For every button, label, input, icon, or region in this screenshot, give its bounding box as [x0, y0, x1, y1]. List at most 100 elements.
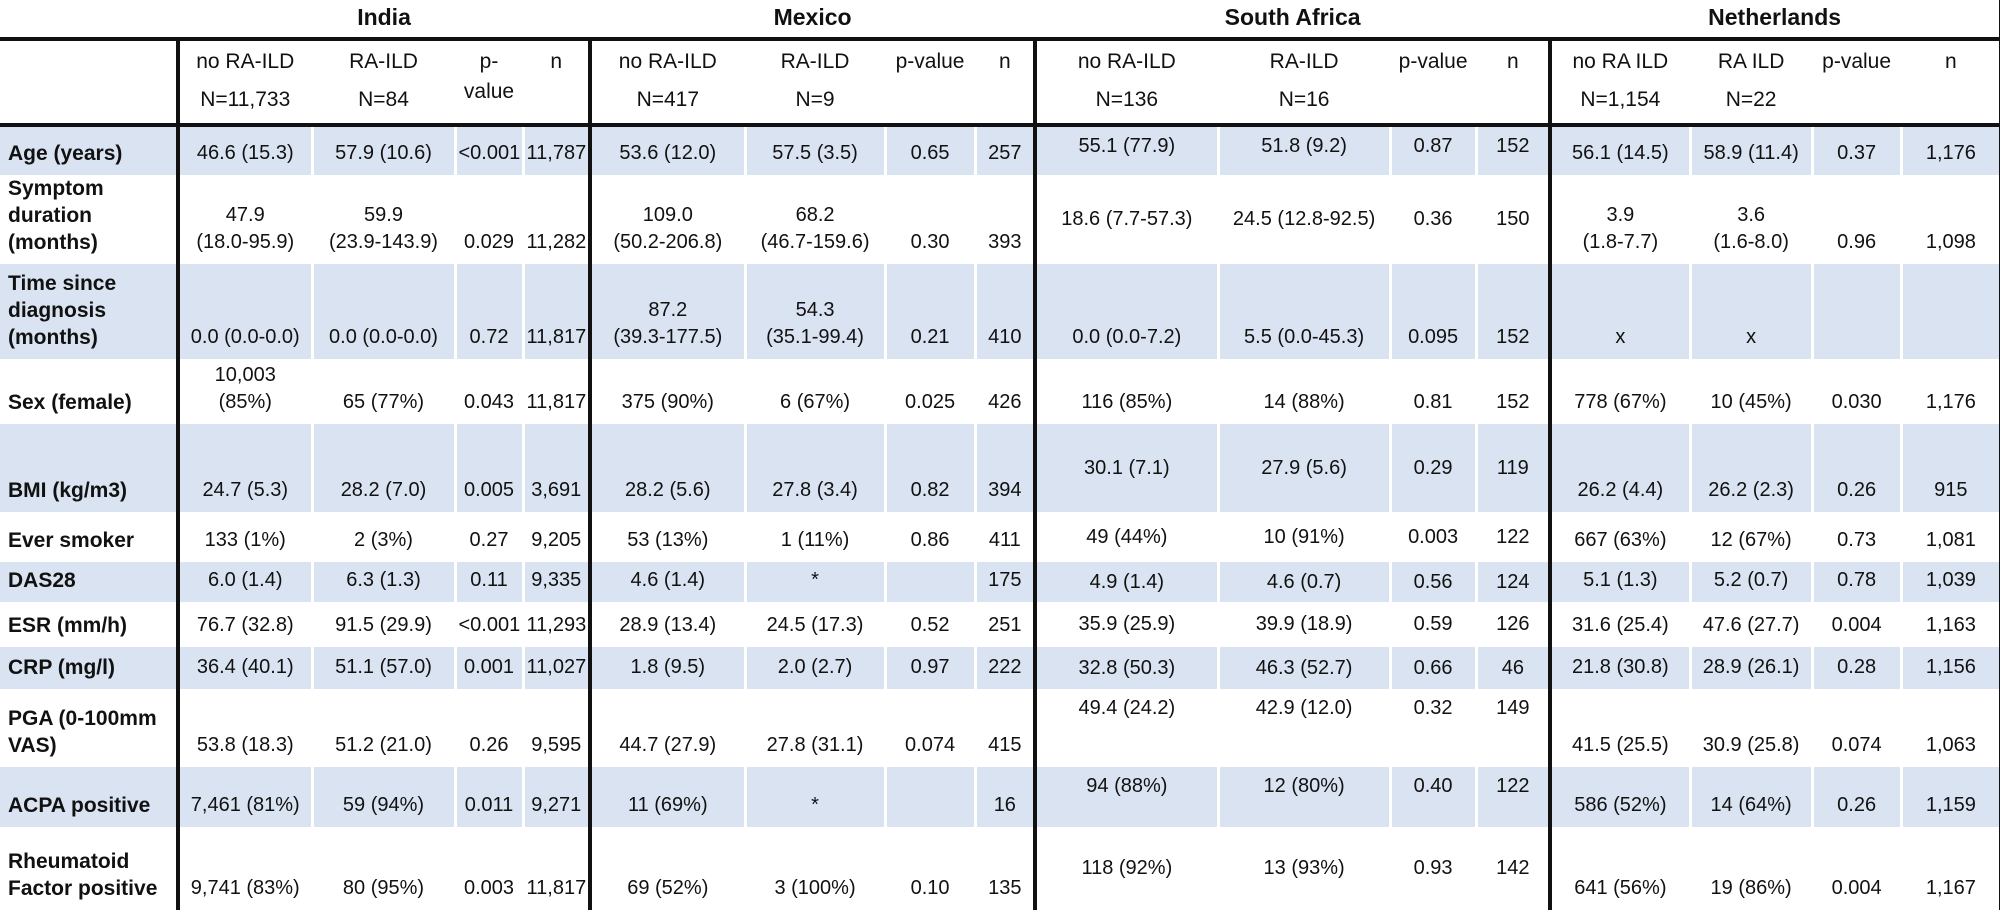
cell-value: 30.1 (7.1)	[1035, 424, 1220, 512]
row-label: PGA (0-100mm VAS)	[0, 689, 180, 767]
cell-value: 11 (69%)	[590, 767, 747, 827]
cell-value: 28.9 (26.1)	[1690, 647, 1814, 689]
cell-value: 9,271	[523, 767, 593, 827]
cell-value: 65 (77%)	[312, 359, 457, 424]
cell-value: 24.7 (5.3)	[178, 424, 314, 512]
row-label: ESR (mm/h)	[0, 602, 180, 647]
cell-value: 1,176	[1901, 125, 2000, 175]
col-header-label: RA-ILD	[1269, 50, 1339, 73]
cell-value: 1,063	[1901, 689, 2000, 767]
cell-value: 222	[975, 647, 1038, 689]
cell-value: 42.9 (12.0)	[1218, 689, 1392, 767]
cell-value: 27.9 (5.6)	[1218, 424, 1392, 512]
cell-value: 47.9 (18.0-95.9)	[178, 175, 314, 264]
col-header-india-col1: no RA-ILD N=11,733	[178, 39, 314, 127]
cell-value: 0.001	[455, 647, 525, 689]
country-name-1: Mexico	[590, 0, 1036, 41]
cell-value: 32.8 (50.3)	[1035, 647, 1220, 689]
cell-value: 0.043	[455, 359, 525, 424]
cell-value: *	[745, 767, 887, 827]
cell-value: 410	[975, 264, 1038, 359]
cell-value: 0.97	[885, 647, 977, 689]
cell-value: 68.2 (46.7-159.6)	[745, 175, 887, 264]
cell-value: 0.003	[455, 827, 525, 910]
cell-value: 0.0 (0.0-7.2)	[1035, 264, 1220, 359]
cell-value: 51.2 (21.0)	[312, 689, 457, 767]
cell-value: 0.40	[1390, 767, 1478, 827]
cell-value: 0.004	[1812, 827, 1903, 910]
row-label-header-spacer	[0, 39, 180, 127]
cell-value: 3 (100%)	[745, 827, 887, 910]
cell-value: 116 (85%)	[1035, 359, 1220, 424]
col-header-label: RA ILD	[1717, 50, 1785, 73]
cell-value: 0.36	[1390, 175, 1478, 264]
cell-value: 46	[1476, 647, 1553, 689]
cell-value: 30.9 (25.8)	[1690, 689, 1814, 767]
cell-value: 1,163	[1901, 602, 2000, 647]
cell-value: 133 (1%)	[178, 512, 314, 562]
cell-value: 0.21	[885, 264, 977, 359]
cell-value: 6.0 (1.4)	[178, 562, 314, 602]
cell-value: 31.6 (25.4)	[1550, 602, 1692, 647]
cell-value: 21.8 (30.8)	[1550, 647, 1692, 689]
col-header-label: n	[998, 50, 1011, 73]
cell-value: <0.001	[455, 602, 525, 647]
cell-value: 49.4 (24.2)	[1035, 689, 1220, 767]
cell-value: 46.6 (15.3)	[178, 125, 314, 175]
cell-value: 14 (88%)	[1218, 359, 1392, 424]
cell-value: x	[1550, 264, 1692, 359]
cell-value: 0.26	[455, 689, 525, 767]
col-header-label: p-value	[895, 50, 965, 73]
col-header-netherlands-p: p-value	[1812, 39, 1903, 127]
cell-value: 119	[1476, 424, 1553, 512]
cell-value	[1812, 264, 1903, 359]
group-size-label: N=22	[1725, 88, 1777, 111]
col-header-label: no RA ILD	[1572, 50, 1669, 73]
table-row: Age (years) 46.6 (15.3) 57.9 (10.6) <0.001 1…	[0, 125, 2000, 175]
cell-value: 667 (63%)	[1550, 512, 1692, 562]
cell-value: 36.4 (40.1)	[178, 647, 314, 689]
cell-value: 1,176	[1901, 359, 2000, 424]
cell-value: 5.5 (0.0-45.3)	[1218, 264, 1392, 359]
cell-value: 118 (92%)	[1035, 827, 1220, 910]
cell-value: 57.9 (10.6)	[312, 125, 457, 175]
cell-value: 9,595	[523, 689, 593, 767]
col-header-label: no RA-ILD	[1077, 50, 1176, 73]
col-header-india-col2: RA-ILD N=84	[312, 39, 457, 127]
col-header-south-africa-col1: no RA-ILD N=136	[1035, 39, 1220, 127]
col-header-mexico-col2: RA-ILD N=9	[745, 39, 887, 127]
row-label: ACPA positive	[0, 767, 180, 827]
cell-value: 46.3 (52.7)	[1218, 647, 1392, 689]
cell-value: 149	[1476, 689, 1553, 767]
cell-value: 0.32	[1390, 689, 1478, 767]
cell-value: 69 (52%)	[590, 827, 747, 910]
cell-value: 0.72	[455, 264, 525, 359]
cell-value: 49 (44%)	[1035, 512, 1220, 562]
country-name-2: South Africa	[1035, 0, 1551, 41]
row-label: Age (years)	[0, 125, 180, 175]
cell-value: 5.1 (1.3)	[1550, 562, 1692, 602]
col-header-south-africa-n: n	[1476, 39, 1553, 127]
col-header-netherlands-col2: RA ILD N=22	[1690, 39, 1814, 127]
cell-value: 11,817	[523, 359, 593, 424]
col-header-label: RA-ILD	[349, 50, 418, 73]
cell-value: 9,205	[523, 512, 593, 562]
cell-value: 0.26	[1812, 424, 1903, 512]
cell-value: 10 (91%)	[1218, 512, 1392, 562]
cell-value: 1,159	[1901, 767, 2000, 827]
cell-value: 1.8 (9.5)	[590, 647, 747, 689]
cell-value: 39.9 (18.9)	[1218, 602, 1392, 647]
row-label: Symptom duration (months)	[0, 175, 180, 264]
col-header-label: n	[1945, 50, 1957, 73]
cell-value: 2.0 (2.7)	[745, 647, 887, 689]
cell-value: 11,787	[523, 125, 593, 175]
cell-value: 51.8 (9.2)	[1218, 125, 1392, 175]
cell-value: 0.87	[1390, 125, 1478, 175]
cell-value: 0.030	[1812, 359, 1903, 424]
cell-value	[1901, 264, 2000, 359]
cell-value: 2 (3%)	[312, 512, 457, 562]
cell-value: 109.0 (50.2-206.8)	[590, 175, 747, 264]
table-row: Time since diagnosis (months) 0.0 (0.0-0.…	[0, 264, 2000, 359]
cell-value: 41.5 (25.5)	[1550, 689, 1692, 767]
cell-value: 586 (52%)	[1550, 767, 1692, 827]
